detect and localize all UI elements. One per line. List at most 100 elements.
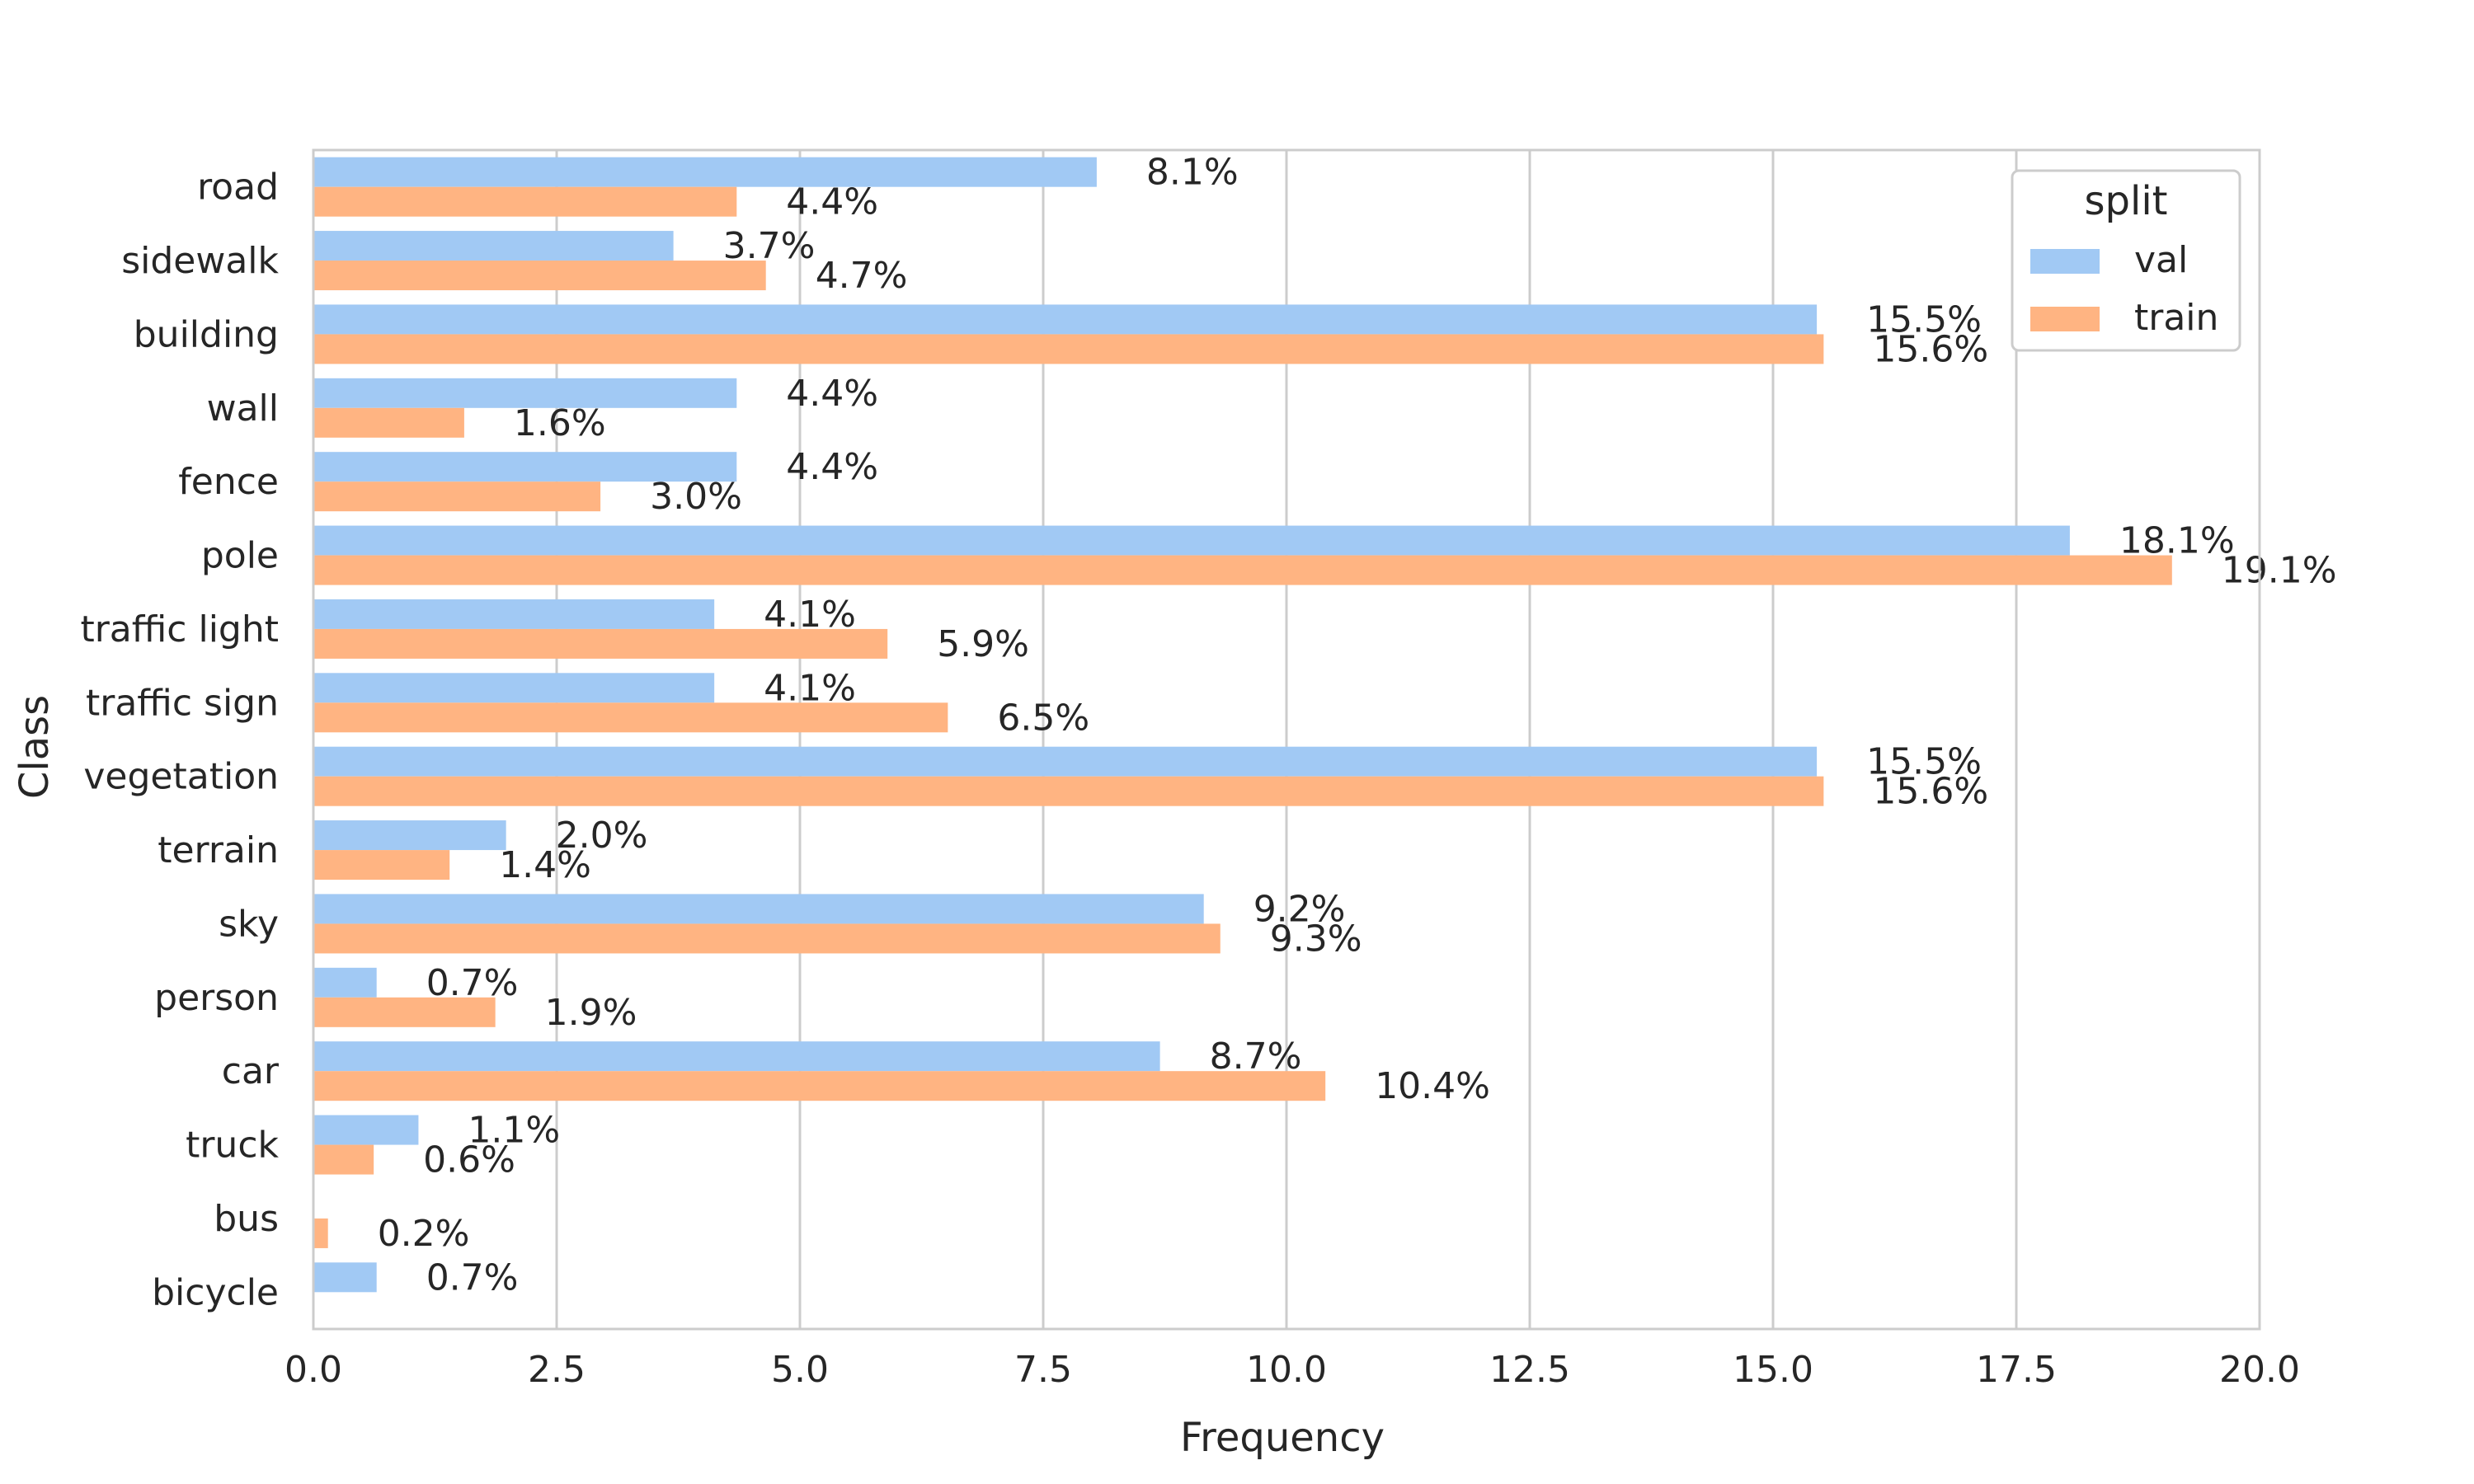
bar-val-car	[313, 1041, 1160, 1072]
bar-train-sidewalk	[313, 261, 766, 291]
data-label-val-car: 8.7%	[1210, 1036, 1302, 1078]
bar-train-wall	[313, 407, 464, 438]
bar-train-person	[313, 997, 496, 1027]
data-label-val-fence: 4.4%	[786, 446, 878, 488]
bar-val-sky	[313, 894, 1204, 924]
category-label-person: person	[154, 977, 279, 1019]
bar-train-pole	[313, 555, 2172, 585]
bar-train-vegetation	[313, 776, 1824, 806]
category-label-terrain: terrain	[158, 829, 279, 871]
legend-label-val: val	[2134, 239, 2188, 281]
bar-val-pole	[313, 525, 2070, 556]
category-label-bus: bus	[214, 1198, 279, 1240]
category-label-pole: pole	[201, 535, 279, 577]
data-label-train-person: 1.9%	[545, 992, 637, 1034]
x-tick-label: 0.0	[285, 1349, 342, 1391]
data-label-val-wall: 4.4%	[786, 373, 878, 415]
data-label-train-car: 10.4%	[1375, 1065, 1490, 1107]
category-label-vegetation: vegetation	[83, 756, 279, 798]
bar-train-truck	[313, 1144, 374, 1175]
data-label-train-traffic-light: 5.9%	[937, 623, 1029, 665]
bar-val-building	[313, 304, 1818, 335]
data-label-val-traffic-light: 4.1%	[764, 594, 856, 636]
x-tick-label: 17.5	[1976, 1349, 2057, 1391]
legend-swatch-val	[2030, 249, 2100, 274]
category-label-truck: truck	[186, 1125, 279, 1167]
bar-val-vegetation	[313, 746, 1818, 777]
data-label-val-bicycle: 0.7%	[426, 1256, 519, 1298]
bar-train-fence	[313, 481, 601, 512]
category-label-wall: wall	[207, 387, 279, 430]
category-labels: road sidewalk building wall fence pole traffic…	[80, 167, 279, 1314]
x-tick-label: 7.5	[1014, 1349, 1072, 1391]
category-label-sidewalk: sidewalk	[121, 240, 279, 282]
data-label-train-sidewalk: 4.7%	[816, 255, 908, 297]
bar-val-fence	[313, 452, 737, 482]
data-labels: 8.1% 3.7% 15.5% 4.4% 4.4% 18.1% 4.1% 4.1% 15.5% 2…	[378, 152, 2337, 1299]
legend: split val train	[2011, 169, 2241, 352]
category-label-car: car	[222, 1050, 280, 1092]
legend-box	[2011, 169, 2241, 352]
bar-train-traffic-sign	[313, 702, 948, 733]
data-label-train-pole: 19.1%	[2222, 550, 2337, 592]
data-label-train-traffic-sign: 6.5%	[997, 697, 1089, 739]
category-label-building: building	[134, 313, 279, 355]
bar-train-building	[313, 334, 1824, 364]
bar-train-bus	[313, 1218, 328, 1248]
data-label-val-sky: 9.2%	[1253, 888, 1346, 930]
x-tick-label: 20.0	[2219, 1349, 2300, 1391]
bar-train-terrain	[313, 850, 450, 881]
bar-val-wall	[313, 378, 737, 408]
bar-train-car	[313, 1071, 1326, 1101]
bar-val-truck	[313, 1115, 419, 1145]
data-label-train-bus: 0.2%	[378, 1213, 470, 1255]
bars	[313, 157, 2172, 1293]
data-label-train-wall: 1.6%	[514, 402, 606, 444]
plot-frame	[312, 148, 2261, 1331]
category-label-traffic-light: traffic light	[80, 608, 279, 650]
y-axis-title: Class	[12, 695, 58, 799]
bar-train-traffic-light	[313, 628, 888, 659]
bar-train-sky	[313, 923, 1221, 954]
legend-label-train: train	[2134, 297, 2218, 339]
data-label-val-terrain: 2.0%	[556, 815, 648, 857]
data-label-train-truck: 0.6%	[423, 1139, 515, 1181]
x-tick-labels: 0.0 2.5 5.0 7.5 10.0 12.5 15.0 17.5 20.0	[285, 1349, 2300, 1391]
category-label-traffic-sign: traffic sign	[86, 682, 279, 724]
data-label-val-traffic-sign: 4.1%	[764, 667, 856, 709]
category-label-sky: sky	[219, 903, 279, 945]
category-label-road: road	[197, 167, 279, 209]
data-label-val-person: 0.7%	[426, 962, 519, 1004]
bar-val-traffic-sign	[313, 673, 715, 703]
bar-val-terrain	[313, 820, 506, 851]
x-tick-label: 15.0	[1733, 1349, 1813, 1391]
data-label-val-vegetation: 15.5%	[1866, 741, 1982, 783]
x-tick-label: 10.0	[1246, 1349, 1327, 1391]
data-label-train-fence: 3.0%	[650, 476, 742, 518]
category-label-fence: fence	[178, 461, 279, 503]
data-label-val-road: 8.1%	[1146, 152, 1239, 194]
x-tick-label: 2.5	[528, 1349, 586, 1391]
data-label-val-sidewalk: 3.7%	[723, 225, 816, 267]
legend-title: split	[2085, 178, 2168, 224]
data-label-train-terrain: 1.4%	[499, 844, 591, 886]
data-label-train-road: 4.4%	[786, 181, 878, 223]
x-axis-title: Frequency	[1180, 1415, 1385, 1461]
x-tick-label: 12.5	[1489, 1349, 1570, 1391]
data-label-val-building: 15.5%	[1866, 298, 1982, 340]
bar-val-sidewalk	[313, 231, 674, 261]
bar-val-road	[313, 157, 1097, 187]
data-label-train-building: 15.6%	[1873, 328, 1988, 370]
bar-train-road	[313, 186, 737, 217]
x-tick-label: 5.0	[771, 1349, 829, 1391]
data-label-train-vegetation: 15.6%	[1873, 771, 1988, 813]
bar-val-person	[313, 967, 377, 998]
data-label-train-sky: 9.3%	[1270, 918, 1362, 960]
bar-val-traffic-light	[313, 599, 715, 629]
data-label-val-pole: 18.1%	[2119, 520, 2235, 562]
bar-val-bicycle	[313, 1262, 377, 1293]
legend-swatch-train	[2030, 307, 2100, 331]
category-label-bicycle: bicycle	[152, 1271, 279, 1313]
data-label-val-truck: 1.1%	[468, 1110, 560, 1152]
